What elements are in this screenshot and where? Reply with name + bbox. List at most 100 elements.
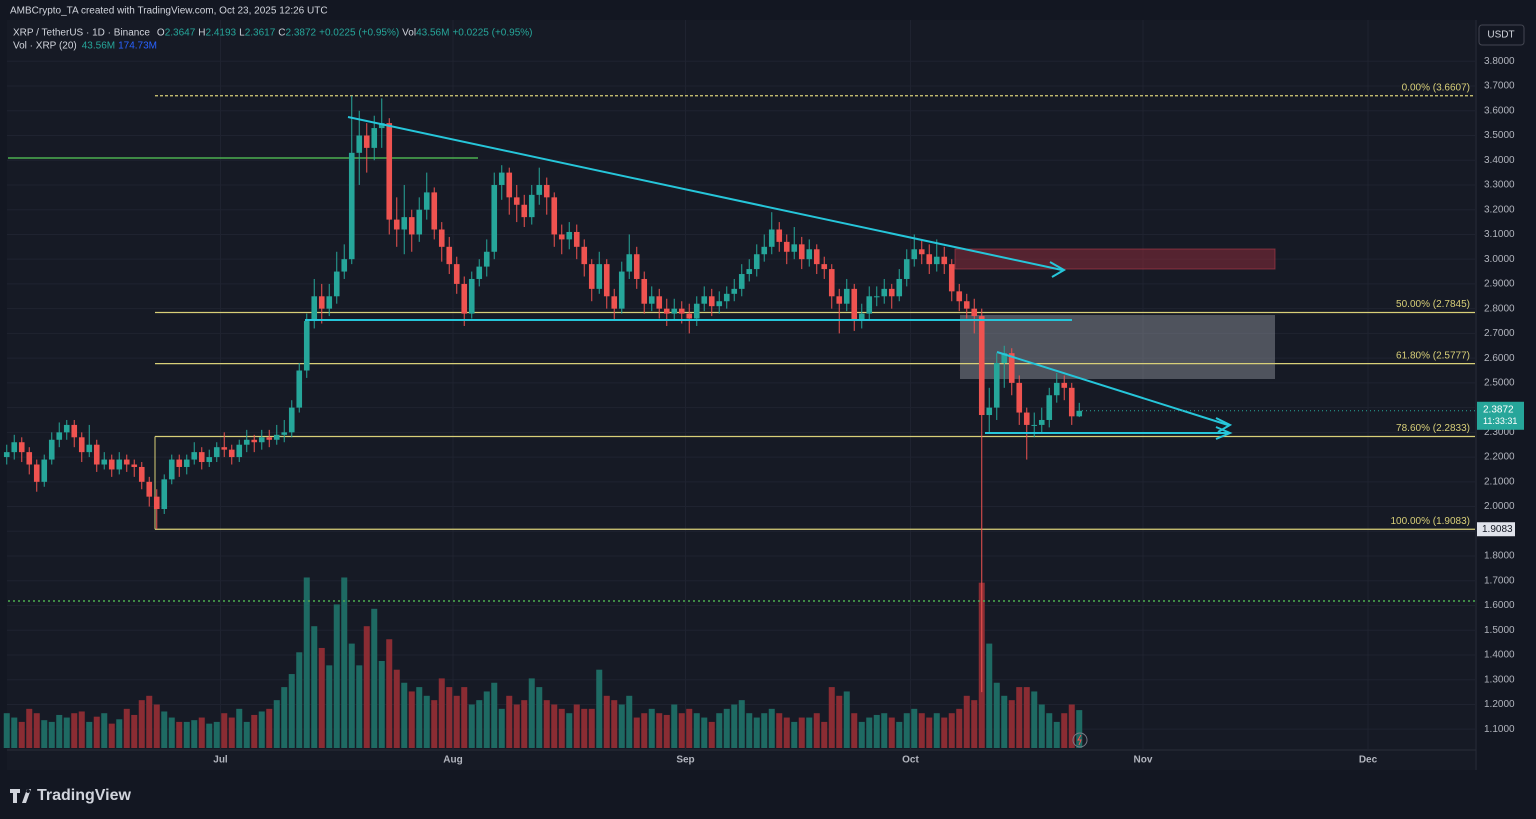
volume-bar <box>926 717 933 748</box>
replay-bolt[interactable] <box>1077 734 1082 746</box>
volume-bar <box>461 687 468 748</box>
candle-body <box>491 184 498 252</box>
candle-body <box>176 459 183 467</box>
volume-bar <box>806 717 813 748</box>
volume-bars <box>3 577 1083 748</box>
volume-bar <box>236 708 243 748</box>
volume-bar <box>251 714 258 748</box>
y-tick-label: 1.7000 <box>1484 575 1515 586</box>
replay-icon[interactable] <box>1072 732 1088 748</box>
volume-bar <box>281 687 288 748</box>
candle-body <box>228 449 235 458</box>
symbol: XRP / TetherUS · 1D · Binance <box>13 28 150 39</box>
volume-bar <box>341 577 348 748</box>
candle-body <box>93 444 100 465</box>
candle-body <box>326 296 333 309</box>
candle-body <box>33 464 40 482</box>
x-tick-label: Oct <box>902 755 919 766</box>
y-tick-label: 3.5000 <box>1484 130 1515 141</box>
candle-body <box>401 217 408 230</box>
y-tick-label: 2.8000 <box>1484 303 1515 314</box>
vol-label: Vol <box>402 28 416 39</box>
volume-bar <box>993 682 1000 748</box>
candle-body <box>266 437 273 440</box>
volume-bar <box>26 708 33 748</box>
volume-bar <box>521 700 528 748</box>
arrow-head <box>1049 261 1066 278</box>
volume-bar <box>543 700 550 748</box>
candle-body <box>731 288 738 294</box>
candle-body <box>341 259 348 272</box>
volume-bar <box>438 678 445 748</box>
x-tick-label: Nov <box>1134 755 1153 766</box>
volume-bar <box>753 717 760 748</box>
volume-bar <box>18 721 25 748</box>
volume-bar <box>918 713 925 748</box>
volume-bar <box>213 721 220 748</box>
ohlc-value: 2.3647 <box>165 28 196 39</box>
volume-bar <box>296 652 303 748</box>
volume-bar <box>746 713 753 748</box>
currency[interactable]: USDT <box>1487 30 1514 41</box>
volume-bar <box>176 721 183 748</box>
candle-body <box>11 442 18 453</box>
change: +0.0225 (+0.95%) <box>319 28 399 39</box>
x-tick-label: Dec <box>1359 755 1378 766</box>
volume-bar <box>678 713 685 748</box>
candle-body <box>918 249 925 255</box>
volume-bar <box>896 721 903 748</box>
candle-body <box>386 123 393 220</box>
candle-body <box>633 254 640 279</box>
volume-bar <box>866 717 873 748</box>
candle-body <box>191 452 198 460</box>
fib-label: 100.00% (1.9083) <box>1390 516 1470 527</box>
candle-body <box>738 274 745 289</box>
volume-bar <box>828 687 835 748</box>
candle-body <box>551 197 558 235</box>
candle-body <box>836 296 843 304</box>
volume-bar <box>693 713 700 748</box>
volume-bar <box>1053 721 1060 748</box>
candle-body <box>123 459 130 465</box>
candle-body <box>896 278 903 297</box>
candle-body <box>1061 382 1068 388</box>
volume-bar <box>348 643 355 748</box>
y-tick-label: 2.2000 <box>1484 452 1515 463</box>
volume-bar <box>453 695 460 748</box>
volume-bar <box>446 687 453 748</box>
candle-body <box>1038 419 1045 425</box>
candle-body <box>3 452 10 458</box>
volume-bar <box>243 721 250 748</box>
volume-bar <box>138 700 145 748</box>
candle-body <box>461 283 468 314</box>
volume-bar <box>1068 704 1075 748</box>
ohlc-label: O <box>157 28 165 39</box>
y-tick-label: 1.2000 <box>1484 699 1515 710</box>
volume-bar <box>303 577 310 748</box>
volume-bar <box>1076 710 1083 748</box>
volume-bar <box>633 717 640 748</box>
candle-body <box>596 264 603 289</box>
trendline <box>996 351 1229 426</box>
arrow-head <box>1215 426 1233 440</box>
volume-bar <box>258 711 265 748</box>
candle-body <box>206 457 213 463</box>
candle-body <box>446 246 453 265</box>
candle-body <box>566 231 573 240</box>
volume-bar <box>1061 713 1068 748</box>
candle-body <box>1001 353 1008 364</box>
volume-bar <box>1023 687 1030 748</box>
ohlc-value: 2.3617 <box>245 28 276 39</box>
volume-bar <box>1031 691 1038 748</box>
candle-body <box>311 296 318 322</box>
supply-zone <box>954 248 1276 270</box>
volume-bar <box>183 721 190 748</box>
candle-body <box>86 444 93 453</box>
currency-box[interactable] <box>1478 24 1525 46</box>
volume-bar <box>221 713 228 748</box>
volume-bar <box>311 626 318 748</box>
candle-body <box>468 278 475 314</box>
volume-bar <box>408 691 415 748</box>
volume-bar <box>491 682 498 748</box>
